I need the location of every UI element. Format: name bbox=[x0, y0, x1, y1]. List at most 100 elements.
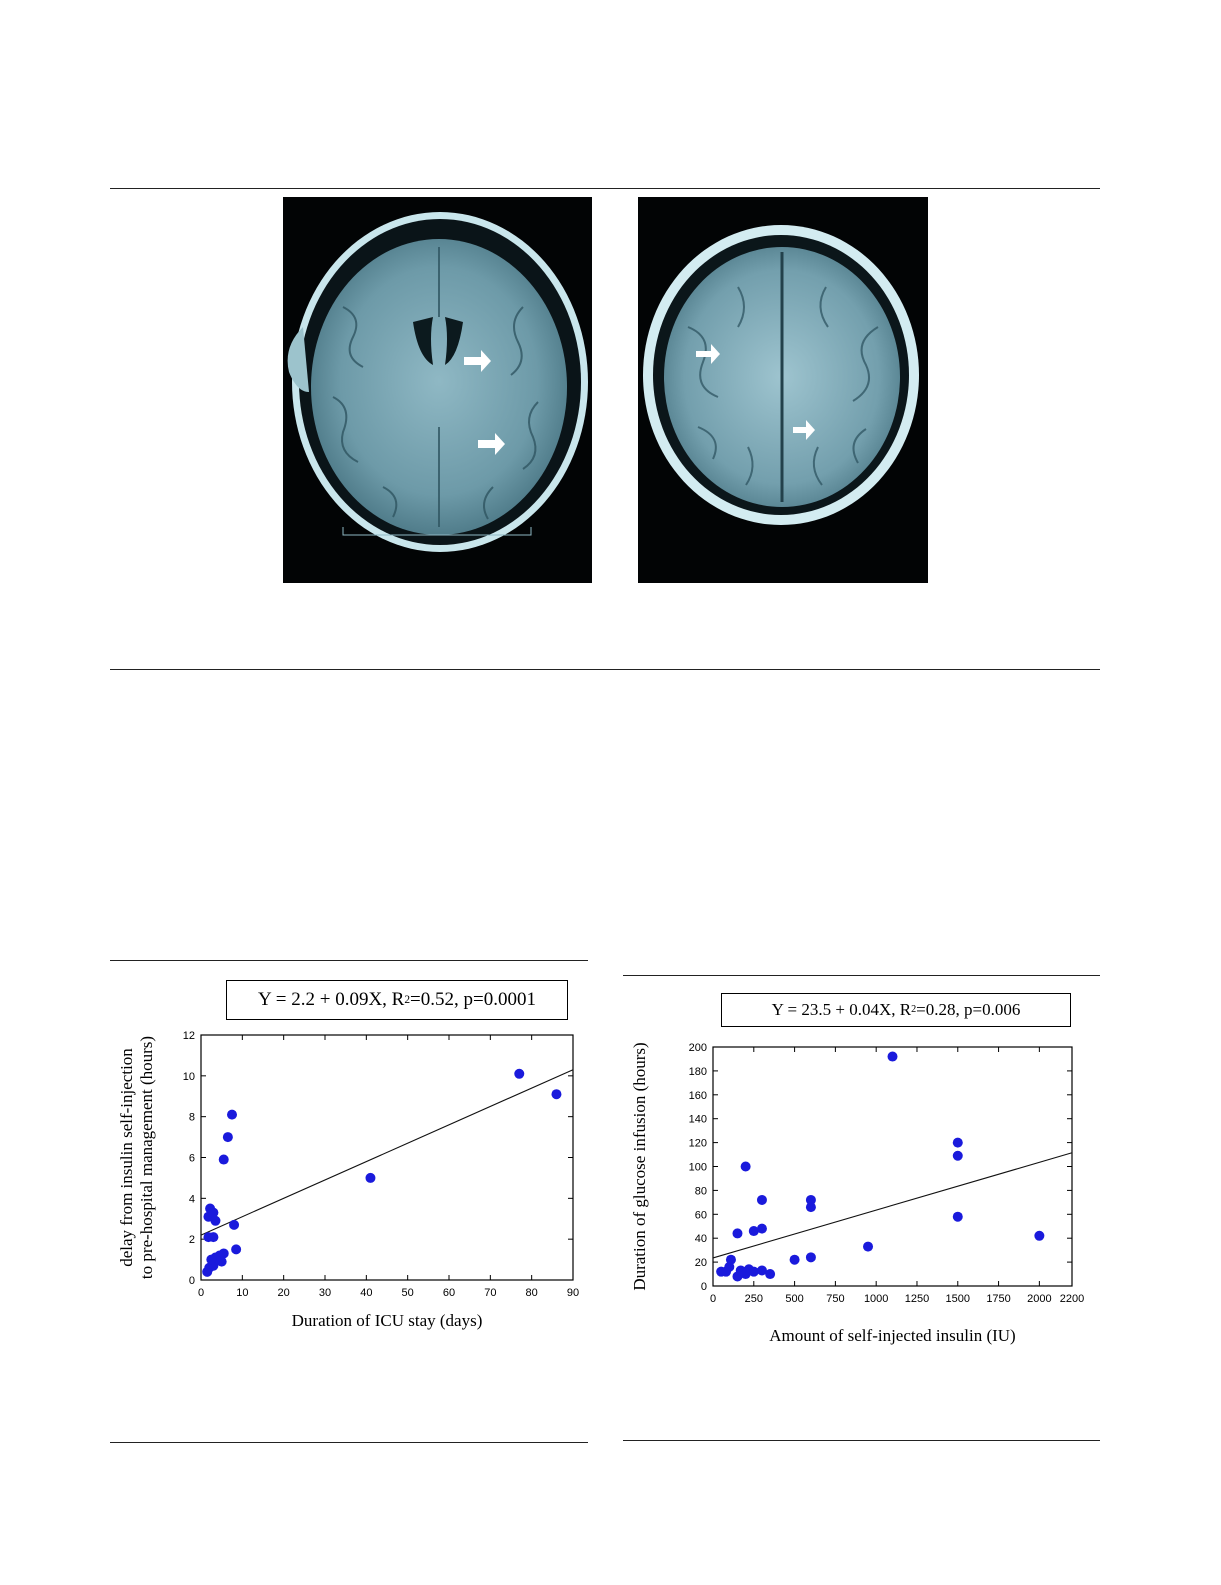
x-tick-label: 1500 bbox=[946, 1293, 970, 1305]
arrow-icon bbox=[696, 344, 720, 364]
x-tick-label: 80 bbox=[526, 1287, 538, 1299]
x-tick-label: 1750 bbox=[986, 1293, 1010, 1305]
y-tick-label: 180 bbox=[689, 1066, 707, 1078]
data-point bbox=[227, 1109, 237, 1120]
chart1-top-rule bbox=[110, 960, 588, 961]
y-axis-label-line1: delay from insulin self-injection bbox=[117, 1048, 136, 1267]
data-point bbox=[222, 1132, 233, 1143]
y-tick-label: 10 bbox=[183, 1071, 195, 1083]
data-point bbox=[1034, 1230, 1045, 1241]
data-point bbox=[210, 1215, 221, 1226]
y-tick-label: 120 bbox=[689, 1138, 707, 1150]
data-point bbox=[231, 1244, 242, 1255]
y-tick-label: 6 bbox=[189, 1153, 195, 1165]
chart1-eq-prefix: Y = 2.2 + 0.09X, R bbox=[258, 989, 405, 1010]
y-tick-label: 60 bbox=[695, 1209, 707, 1221]
data-point bbox=[863, 1241, 874, 1252]
x-tick-label: 250 bbox=[745, 1293, 763, 1305]
data-point bbox=[887, 1051, 898, 1062]
chart2-top-rule bbox=[623, 975, 1100, 976]
y-tick-label: 40 bbox=[695, 1233, 707, 1245]
data-point bbox=[805, 1252, 816, 1263]
x-tick-label: 2000 bbox=[1027, 1293, 1051, 1305]
data-point bbox=[748, 1266, 759, 1277]
data-point bbox=[218, 1154, 229, 1165]
chart2-scatter: 0 250 500 750 1000 1250 1500 1750 2000 2200 0 20 40 6… bbox=[623, 1035, 1100, 1355]
y-tick-label: 20 bbox=[695, 1257, 707, 1269]
x-tick-label: 1250 bbox=[905, 1293, 929, 1305]
x-tick-label: 40 bbox=[360, 1287, 372, 1299]
data-point bbox=[208, 1207, 219, 1218]
chart1-equation-box: Y = 2.2 + 0.09X, R 2 =0.52, p=0.0001 bbox=[226, 980, 568, 1020]
y-tick-label: 0 bbox=[189, 1275, 195, 1287]
data-point bbox=[756, 1265, 767, 1276]
x-tick-label: 60 bbox=[443, 1287, 455, 1299]
data-point bbox=[365, 1172, 376, 1183]
x-tick-label: 50 bbox=[402, 1287, 414, 1299]
data-point bbox=[789, 1254, 800, 1265]
data-point bbox=[208, 1232, 219, 1243]
x-tick-label: 750 bbox=[826, 1293, 844, 1305]
chart2-svg: 0 250 500 750 1000 1250 1500 1750 2000 2200 0 20 40 6… bbox=[630, 1042, 1084, 1345]
x-tick-label: 2200 bbox=[1060, 1293, 1084, 1305]
data-point bbox=[229, 1219, 240, 1230]
x-tick-label: 0 bbox=[198, 1287, 204, 1299]
chart1-bottom-rule bbox=[110, 1442, 588, 1443]
chart2-bottom-rule bbox=[623, 1440, 1100, 1441]
data-point bbox=[740, 1161, 751, 1172]
y-tick-label: 200 bbox=[689, 1042, 707, 1054]
plot-frame bbox=[712, 1046, 1073, 1287]
x-tick-label: 500 bbox=[785, 1293, 803, 1305]
y-tick-label: 140 bbox=[689, 1114, 707, 1126]
y-tick-label: 80 bbox=[695, 1185, 707, 1197]
chart1-eq-suffix: =0.52, p=0.0001 bbox=[410, 989, 536, 1010]
chart2-eq-suffix: =0.28, p=0.006 bbox=[916, 1000, 1021, 1019]
data-point bbox=[514, 1068, 525, 1079]
data-point bbox=[765, 1269, 776, 1280]
mri-scan-axial-right bbox=[638, 197, 928, 583]
data-point bbox=[952, 1150, 963, 1161]
x-axis-label: Duration of ICU stay (days) bbox=[292, 1311, 483, 1330]
x-tick-label: 1000 bbox=[864, 1293, 888, 1305]
y-tick-label: 160 bbox=[689, 1090, 707, 1102]
data-point bbox=[756, 1194, 767, 1205]
chart1-svg: 0 10 20 30 40 50 60 70 80 90 0 2 4 6 8 10 12 Duration of … bbox=[117, 1030, 579, 1330]
y-tick-label: 100 bbox=[689, 1162, 707, 1174]
data-point bbox=[805, 1194, 816, 1205]
y-axis-label: Duration of glucose infusion (hours) bbox=[630, 1042, 649, 1290]
x-tick-label: 20 bbox=[278, 1287, 290, 1299]
chart1-scatter: 0 10 20 30 40 50 60 70 80 90 0 2 4 6 8 10 12 Duration of … bbox=[110, 1020, 590, 1340]
y-tick-label: 12 bbox=[183, 1030, 195, 1042]
x-tick-label: 0 bbox=[710, 1293, 716, 1305]
arrow-icon bbox=[478, 433, 505, 455]
middle-rule bbox=[110, 669, 1100, 670]
data-point bbox=[748, 1226, 759, 1237]
regression-line bbox=[200, 1069, 574, 1236]
arrow-icon bbox=[464, 350, 491, 372]
y-tick-label: 0 bbox=[701, 1281, 707, 1293]
x-axis-label: Amount of self-injected insulin (IU) bbox=[769, 1326, 1015, 1345]
mri-scan-axial-left bbox=[283, 197, 592, 583]
y-tick-label: 8 bbox=[189, 1112, 195, 1124]
data-point bbox=[952, 1137, 963, 1148]
data-point bbox=[756, 1223, 767, 1234]
y-tick-label: 4 bbox=[189, 1193, 195, 1205]
x-tick-label: 30 bbox=[319, 1287, 331, 1299]
data-point bbox=[952, 1211, 963, 1222]
x-tick-label: 90 bbox=[567, 1287, 579, 1299]
data-point bbox=[216, 1256, 227, 1267]
data-point bbox=[725, 1254, 736, 1265]
x-tick-label: 70 bbox=[484, 1287, 496, 1299]
data-point bbox=[805, 1202, 816, 1213]
chart2-eq-prefix: Y = 23.5 + 0.04X, R bbox=[771, 1000, 912, 1019]
y-tick-label: 2 bbox=[189, 1234, 195, 1246]
y-axis-label-line2: to pre-hospital management (hours) bbox=[137, 1036, 156, 1279]
arrow-icon bbox=[793, 420, 815, 440]
chart2-equation-box: Y = 23.5 + 0.04X, R 2 =0.28, p=0.006 bbox=[721, 993, 1071, 1027]
regression-line bbox=[712, 1152, 1073, 1259]
x-tick-label: 10 bbox=[236, 1287, 248, 1299]
data-point bbox=[551, 1089, 562, 1100]
data-point bbox=[218, 1248, 229, 1259]
top-rule bbox=[110, 188, 1100, 189]
data-point bbox=[732, 1228, 743, 1239]
